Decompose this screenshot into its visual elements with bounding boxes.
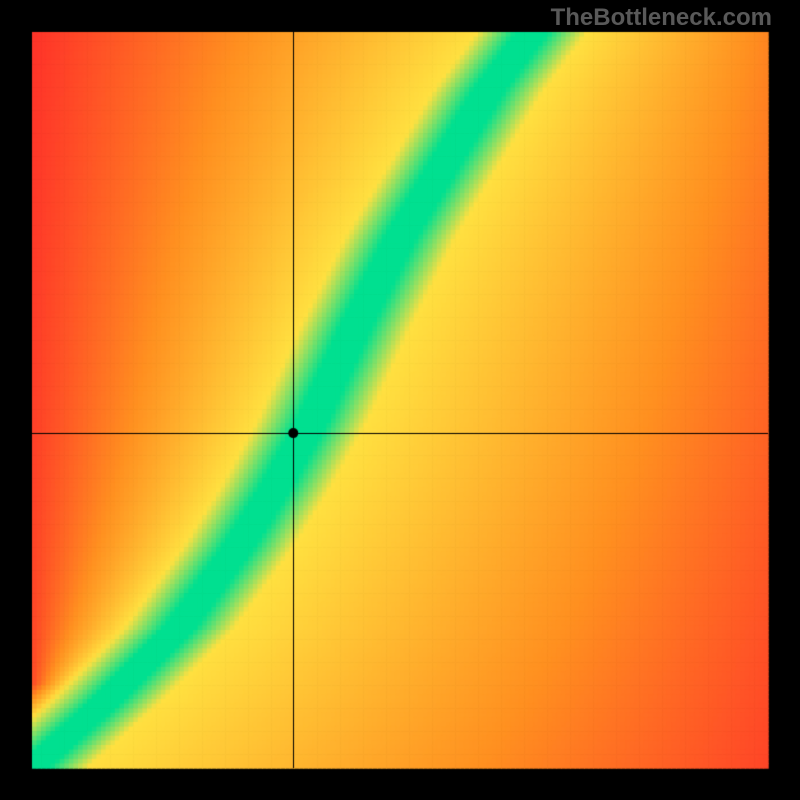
- watermark-text: TheBottleneck.com: [551, 4, 772, 32]
- bottleneck-heatmap: [0, 0, 800, 800]
